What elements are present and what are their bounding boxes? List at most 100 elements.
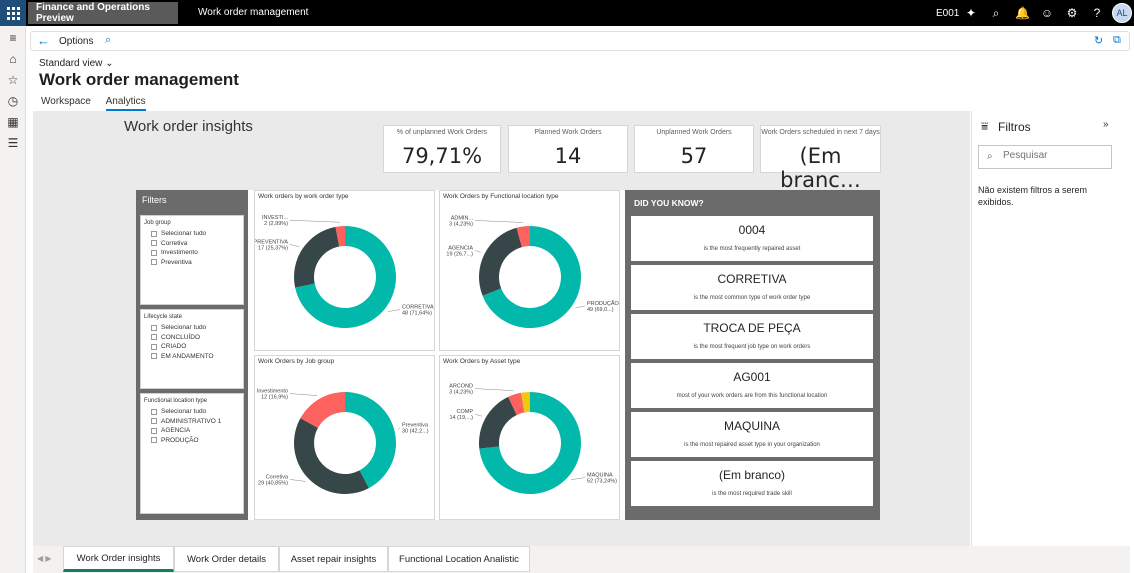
donut-slice[interactable] [300, 392, 345, 428]
slicer-option[interactable]: Selecionar tudo [141, 407, 243, 417]
checkbox[interactable] [151, 249, 157, 256]
checkbox[interactable] [151, 334, 157, 341]
report-page-tabs: ◀ ▶ Work Order insights Work Order detai… [33, 546, 1130, 573]
collapse-chevron-icon[interactable]: » [1103, 119, 1109, 130]
open-new-window-icon[interactable]: ⧉ [1113, 34, 1121, 46]
slicer-option-label: Investimento [161, 249, 198, 256]
workspace-tabs: Workspace Analytics [41, 96, 158, 111]
slicer-option-label: CRIADO [161, 343, 187, 350]
slicer-option[interactable]: AGENCIA [141, 426, 243, 436]
insight-value: AG001 [733, 370, 771, 384]
copilot-icon[interactable]: ✦ [965, 6, 977, 20]
slice-value-label: 49 (69,0...) [587, 307, 614, 313]
donut-slice[interactable] [521, 392, 530, 413]
app-name[interactable]: Finance and Operations Preview [28, 2, 178, 24]
page-title: Work order management [39, 70, 239, 89]
back-arrow-icon[interactable]: ← [37, 33, 50, 48]
help-icon[interactable]: ? [1093, 6, 1101, 20]
workspaces-icon[interactable]: ▦ [7, 115, 19, 129]
slicer-option[interactable]: Selecionar tudo [141, 323, 243, 333]
recent-clock-icon[interactable]: ◷ [7, 94, 19, 108]
slice-name-label: INVESTI... [262, 215, 288, 221]
page-nav-arrows-icon[interactable]: ◀ ▶ [37, 554, 52, 563]
insight-card: (Em branco) is the most required trade s… [631, 461, 873, 506]
settings-gear-icon[interactable]: ⚙ [1066, 6, 1078, 20]
checkbox[interactable] [151, 324, 157, 331]
favorites-star-icon[interactable]: ☆ [7, 73, 19, 87]
hamburger-menu-icon[interactable]: ≡ [9, 31, 17, 45]
donut-slice[interactable] [295, 226, 396, 328]
slice-value-label: 3 (4,23%) [449, 390, 473, 396]
checkbox[interactable] [151, 427, 157, 434]
tab-work-order-insights[interactable]: Work Order insights [63, 546, 174, 572]
feedback-smiley-icon[interactable]: ☺ [1040, 6, 1054, 20]
slicer-title: Job group [144, 220, 171, 226]
tab-asset-repair-insights[interactable]: Asset repair insights [279, 546, 388, 572]
slicer-option[interactable]: Preventiva [141, 258, 243, 268]
modules-list-icon[interactable]: ☰ [7, 136, 19, 150]
chart-work-order-type[interactable]: Work orders by work order type INVESTI..… [254, 190, 435, 351]
search-icon[interactable]: ⌕ [992, 6, 1000, 20]
checkbox[interactable] [151, 240, 157, 247]
donut-slice[interactable] [294, 226, 340, 288]
checkbox[interactable] [151, 343, 157, 350]
donut-slice[interactable] [479, 227, 522, 296]
donut-slice[interactable] [479, 392, 581, 494]
no-filters-message: Não existem filtros a serem exibidos. [978, 185, 1088, 207]
refresh-icon[interactable]: ↻ [1094, 35, 1104, 47]
kpi-label: Unplanned Work Orders [656, 129, 732, 136]
chart-functional-location-type[interactable]: Work Orders by Functional location type … [439, 190, 620, 351]
view-label: Standard view [39, 58, 103, 69]
slicer-option[interactable]: EM ANDAMENTO [141, 352, 243, 362]
action-search-icon[interactable]: ⌕ [105, 34, 112, 46]
insight-description: most of your work orders are from this f… [676, 393, 828, 399]
tab-workspace[interactable]: Workspace [41, 96, 91, 107]
slicer-option[interactable]: CRIADO [141, 342, 243, 352]
filter-search-input[interactable] [1003, 150, 1103, 161]
slice-value-label: 2 (2,99%) [264, 221, 288, 227]
kpi-value: 14 [554, 144, 582, 168]
slice-name-label: PREVENTIVA [255, 240, 288, 246]
view-selector[interactable]: Standard view ⌄ [39, 58, 114, 69]
label-leader-line [289, 393, 318, 396]
label-leader-line [289, 479, 306, 482]
slice-value-label: 19 (26,7...) [446, 251, 473, 257]
donut-slice[interactable] [335, 226, 345, 247]
insight-value: CORRETIVA [717, 272, 787, 286]
filter-search-box[interactable]: ⌕ [978, 145, 1112, 169]
slicer-option[interactable]: PRODUÇÃO [141, 436, 243, 446]
slice-name-label: Corretiva [266, 474, 289, 480]
label-leader-line [474, 388, 514, 391]
checkbox[interactable] [151, 408, 157, 415]
slicer-option[interactable]: Selecionar tudo [141, 229, 243, 239]
options-button[interactable]: Options [59, 36, 94, 47]
slice-value-label: 29 (40,85%) [258, 480, 288, 486]
slicer-option[interactable]: ADMINISTRATIVO 1 [141, 417, 243, 427]
donut-slice[interactable] [479, 396, 517, 449]
donut-slice[interactable] [482, 226, 581, 328]
checkbox[interactable] [151, 418, 157, 425]
user-avatar[interactable]: AL [1112, 3, 1132, 23]
slicer-option[interactable]: CONCLUÍDO [141, 333, 243, 343]
donut-slice[interactable] [516, 226, 530, 248]
chart-asset-type[interactable]: Work Orders by Asset type ARCOND 3 (4,23%… [439, 355, 620, 520]
tab-functional-location-analistic[interactable]: Functional Location Analistic [388, 546, 530, 572]
tab-analytics[interactable]: Analytics [105, 96, 146, 111]
app-launcher-button[interactable] [0, 0, 26, 26]
slicer-option[interactable]: Investimento [141, 248, 243, 258]
checkbox[interactable] [151, 230, 157, 237]
donut-slice[interactable] [294, 418, 369, 494]
checkbox[interactable] [151, 437, 157, 444]
chart-job-group[interactable]: Work Orders by Job group Investimento 12 … [254, 355, 435, 520]
tab-work-order-details[interactable]: Work Order details [174, 546, 279, 572]
checkbox[interactable] [151, 259, 157, 266]
slice-name-label: COMP [457, 409, 474, 415]
slicer-option[interactable]: Corretiva [141, 239, 243, 249]
home-icon[interactable]: ⌂ [9, 52, 17, 66]
donut-slice[interactable] [345, 392, 396, 489]
slice-name-label: Preventiva [402, 423, 429, 429]
donut-slice[interactable] [508, 392, 525, 415]
company-picker[interactable]: E001 [936, 8, 960, 19]
notification-bell-icon[interactable]: 🔔 [1015, 6, 1030, 20]
checkbox[interactable] [151, 353, 157, 360]
